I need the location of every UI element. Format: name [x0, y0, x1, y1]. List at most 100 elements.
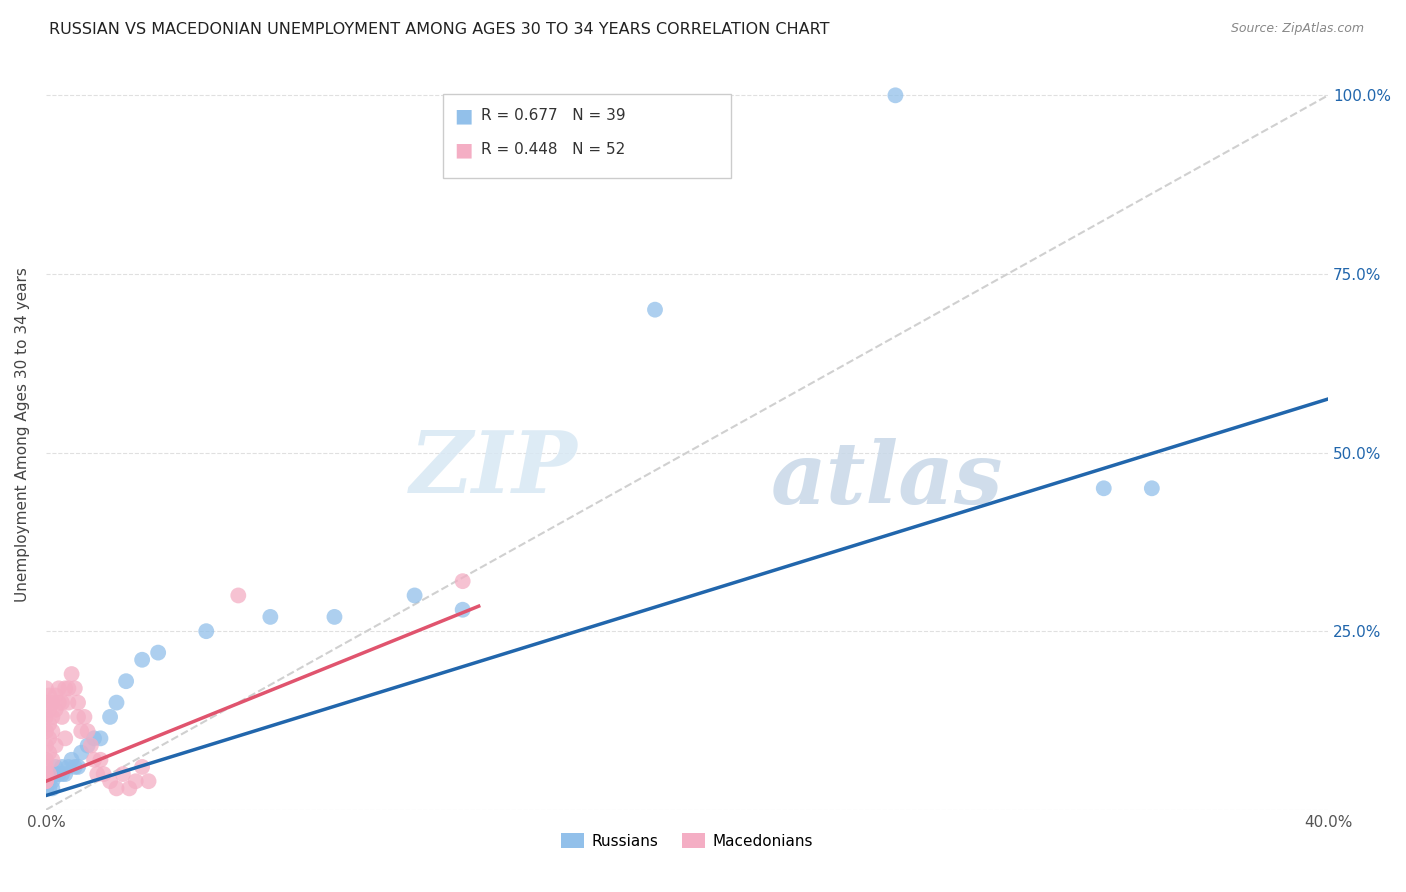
Point	[66, 696, 89, 710]
Point	[35, 774, 58, 789]
Point	[35, 681, 58, 696]
Point	[1092, 481, 1115, 495]
Point	[1140, 481, 1163, 495]
Point	[73, 710, 96, 724]
Point	[83, 753, 105, 767]
Point	[451, 603, 474, 617]
Point	[58, 760, 80, 774]
Point	[38, 746, 60, 760]
Point	[105, 696, 128, 710]
Point	[41, 710, 63, 724]
Point	[35, 753, 58, 767]
Point	[76, 739, 98, 753]
Point	[38, 767, 60, 781]
Point	[63, 760, 86, 774]
Point	[60, 753, 83, 767]
Point	[53, 767, 76, 781]
Text: R = 0.677   N = 39: R = 0.677 N = 39	[481, 109, 626, 123]
Point	[38, 703, 60, 717]
Point	[138, 774, 160, 789]
Text: Source: ZipAtlas.com: Source: ZipAtlas.com	[1230, 22, 1364, 36]
Point	[105, 781, 128, 796]
Point	[45, 703, 67, 717]
Point	[41, 774, 63, 789]
Text: ZIP: ZIP	[411, 426, 578, 510]
Point	[259, 610, 281, 624]
Point	[48, 767, 70, 781]
Point	[35, 696, 58, 710]
Point	[70, 746, 93, 760]
Point	[45, 739, 67, 753]
Point	[53, 731, 76, 746]
Point	[131, 653, 153, 667]
Point	[48, 696, 70, 710]
Point	[60, 667, 83, 681]
Point	[38, 774, 60, 789]
Point	[66, 710, 89, 724]
Point	[35, 781, 58, 796]
Point	[93, 767, 115, 781]
Point	[35, 774, 58, 789]
Text: atlas: atlas	[770, 438, 1002, 522]
Point	[45, 767, 67, 781]
Point	[644, 302, 666, 317]
Point	[146, 646, 169, 660]
Point	[35, 739, 58, 753]
Point	[35, 760, 58, 774]
Point	[35, 767, 58, 781]
Point	[38, 717, 60, 731]
Text: R = 0.448   N = 52: R = 0.448 N = 52	[481, 143, 626, 157]
Point	[35, 781, 58, 796]
Point	[226, 589, 249, 603]
Point	[884, 88, 907, 103]
Point	[35, 710, 58, 724]
Point	[89, 753, 111, 767]
Point	[35, 724, 58, 739]
Point	[45, 689, 67, 703]
Point	[70, 724, 93, 739]
Point	[58, 681, 80, 696]
Point	[89, 731, 111, 746]
Point	[38, 767, 60, 781]
Point	[63, 681, 86, 696]
Point	[451, 574, 474, 589]
Point	[35, 774, 58, 789]
Point	[41, 767, 63, 781]
Point	[404, 589, 426, 603]
Point	[66, 760, 89, 774]
Point	[41, 696, 63, 710]
Point	[131, 760, 153, 774]
Point	[41, 781, 63, 796]
Point	[98, 774, 121, 789]
Point	[53, 681, 76, 696]
Text: RUSSIAN VS MACEDONIAN UNEMPLOYMENT AMONG AGES 30 TO 34 YEARS CORRELATION CHART: RUSSIAN VS MACEDONIAN UNEMPLOYMENT AMONG…	[49, 22, 830, 37]
Point	[125, 774, 148, 789]
Point	[38, 731, 60, 746]
Legend: Russians, Macedonians: Russians, Macedonians	[555, 827, 818, 855]
Point	[80, 739, 103, 753]
Point	[51, 710, 73, 724]
Point	[195, 624, 218, 639]
Point	[35, 774, 58, 789]
Point	[35, 767, 58, 781]
Point	[51, 767, 73, 781]
Text: ■: ■	[454, 140, 472, 160]
Point	[48, 681, 70, 696]
Point	[41, 724, 63, 739]
Point	[45, 760, 67, 774]
Point	[111, 767, 134, 781]
Point	[51, 760, 73, 774]
Point	[41, 753, 63, 767]
Point	[38, 689, 60, 703]
Point	[86, 767, 108, 781]
Point	[118, 781, 141, 796]
Point	[51, 696, 73, 710]
Y-axis label: Unemployment Among Ages 30 to 34 years: Unemployment Among Ages 30 to 34 years	[15, 268, 30, 602]
Text: ■: ■	[454, 106, 472, 126]
Point	[38, 781, 60, 796]
Point	[98, 710, 121, 724]
Point	[323, 610, 346, 624]
Point	[83, 731, 105, 746]
Point	[76, 724, 98, 739]
Point	[58, 696, 80, 710]
